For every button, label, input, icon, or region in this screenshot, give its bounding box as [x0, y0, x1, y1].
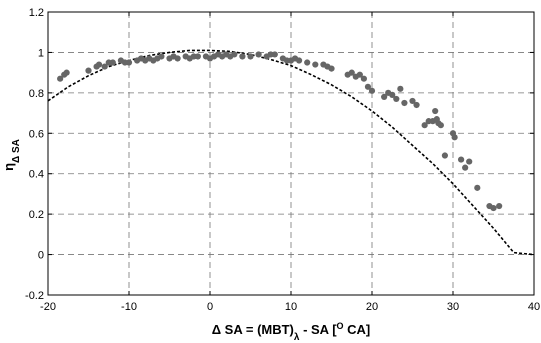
data-point [231, 51, 238, 58]
x-tick-label: 40 [528, 301, 540, 313]
y-tick-label: 0.8 [29, 88, 44, 100]
data-point [328, 65, 335, 72]
data-point [364, 83, 372, 90]
data-point [109, 59, 116, 66]
data-point [490, 204, 497, 212]
data-point [239, 53, 246, 60]
x-tick-label: 0 [207, 301, 213, 313]
data-point [413, 101, 420, 109]
data-point [409, 97, 416, 105]
x-axis-label: Δ SA = (MBT)λ - SA [O CA] [212, 321, 371, 343]
data-point [348, 69, 355, 76]
y-tick-label: 0.4 [29, 169, 44, 181]
data-point [397, 85, 404, 92]
x-tick-label: 10 [285, 301, 297, 313]
data-point [421, 122, 428, 129]
data-point [255, 51, 262, 58]
data-point [462, 164, 469, 171]
data-point [174, 55, 181, 62]
y-tick-label: 0.6 [29, 128, 44, 140]
data-points-layer [57, 51, 503, 212]
y-tick-label: 1 [38, 47, 44, 59]
data-point [458, 156, 465, 163]
data-point [312, 61, 319, 68]
x-tick-label: -20 [40, 301, 56, 313]
data-point [389, 91, 396, 98]
data-point [474, 184, 481, 191]
data-point [194, 53, 201, 60]
y-tick-label: 0 [38, 250, 44, 262]
data-point [496, 202, 503, 210]
data-point [271, 51, 278, 58]
data-point [381, 93, 388, 100]
x-axis-ticks: -20 -10 0 10 20 30 40 [40, 12, 540, 313]
data-point [441, 152, 448, 159]
x-tick-label: 30 [447, 301, 459, 313]
data-point [437, 122, 444, 129]
data-point [158, 53, 165, 60]
data-point [356, 71, 363, 78]
data-point [63, 69, 70, 76]
data-point [432, 107, 439, 115]
data-point [466, 158, 473, 165]
data-point [451, 134, 458, 141]
data-point [368, 87, 376, 94]
data-point [57, 75, 64, 82]
data-point [401, 99, 408, 107]
data-point [101, 63, 108, 70]
x-tick-label: -10 [121, 301, 137, 313]
y-tick-label: 1.2 [29, 7, 44, 19]
data-point [247, 53, 254, 60]
grid [48, 12, 534, 295]
x-tick-label: 20 [366, 301, 378, 313]
data-point [296, 57, 303, 64]
y-axis-label: ηΔ SA [1, 139, 22, 171]
data-point [125, 59, 133, 66]
data-point [304, 59, 311, 66]
data-point [393, 95, 400, 103]
y-axis-ticks: -0.2 0 0.2 0.4 0.6 0.8 1 1.2 [25, 7, 534, 302]
y-tick-label: 0.2 [29, 209, 44, 221]
data-point [95, 61, 103, 68]
data-point [85, 67, 92, 74]
data-point [360, 75, 367, 82]
y-tick-label: -0.2 [25, 290, 44, 302]
